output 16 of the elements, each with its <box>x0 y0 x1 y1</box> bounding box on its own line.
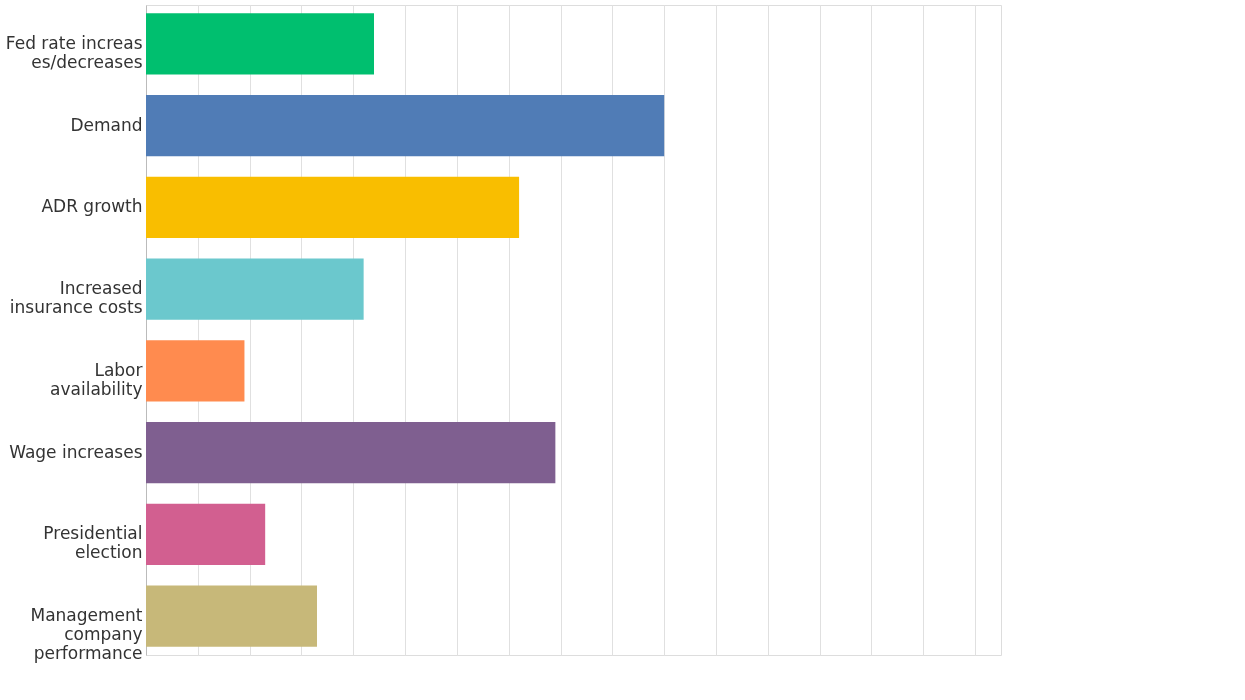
y-tick-label: Labor availability <box>50 359 143 399</box>
y-tick-label: Demand <box>70 114 143 135</box>
y-tick-label: Wage increases <box>9 441 143 462</box>
y-tick-label: Management company performance <box>30 605 143 664</box>
bar <box>146 503 266 566</box>
bar <box>146 176 520 239</box>
bar <box>146 421 556 484</box>
y-tick-label: Fed rate increases/decreases <box>5 32 143 72</box>
bar <box>146 13 374 75</box>
bar <box>146 340 245 402</box>
bar <box>146 94 665 157</box>
bar <box>146 585 317 647</box>
bar <box>146 258 364 320</box>
y-tick-label: Increased insurance costs <box>9 278 143 318</box>
y-tick-label: ADR growth <box>41 196 143 217</box>
y-tick-label: Presidential election <box>43 523 143 563</box>
